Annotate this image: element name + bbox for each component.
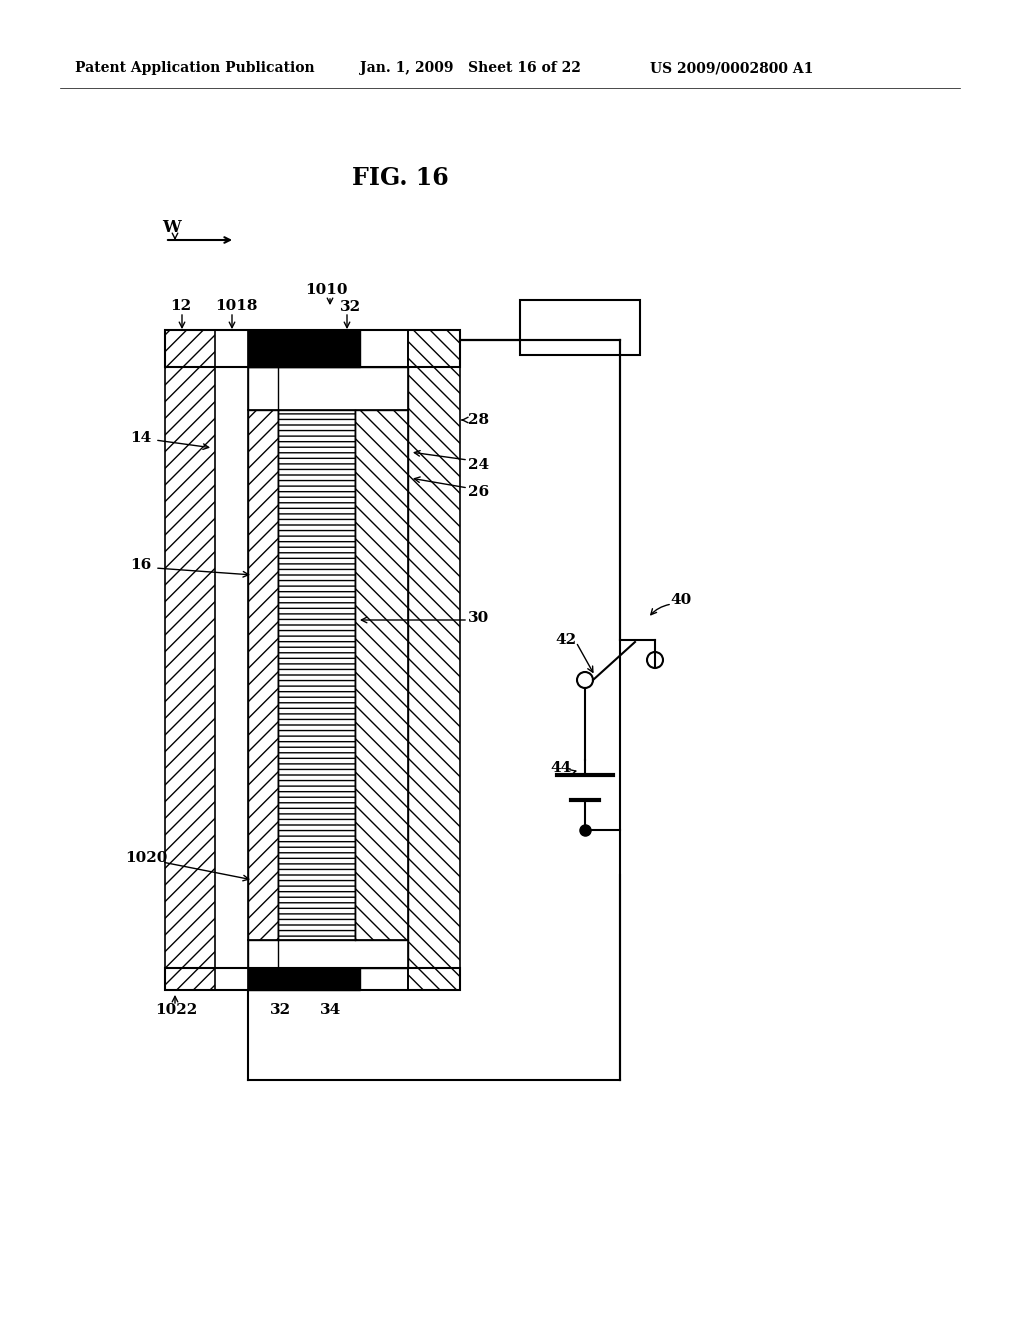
Text: 1020: 1020 bbox=[125, 851, 167, 865]
Bar bbox=[248, 330, 360, 367]
Text: 40: 40 bbox=[670, 593, 691, 607]
Bar bbox=[355, 411, 408, 940]
Bar bbox=[248, 411, 278, 940]
Text: 28: 28 bbox=[468, 413, 489, 426]
Bar bbox=[248, 940, 408, 968]
Bar bbox=[165, 968, 460, 990]
Text: 44: 44 bbox=[550, 762, 571, 775]
Text: Patent Application Publication: Patent Application Publication bbox=[75, 61, 314, 75]
Text: 16: 16 bbox=[130, 558, 152, 572]
Bar bbox=[278, 411, 355, 940]
Text: 1022: 1022 bbox=[155, 1003, 198, 1016]
Text: W: W bbox=[162, 219, 181, 236]
Text: 1018: 1018 bbox=[215, 300, 257, 313]
Text: 26: 26 bbox=[468, 484, 489, 499]
Bar bbox=[248, 968, 360, 990]
Text: 12: 12 bbox=[170, 300, 191, 313]
Text: 32: 32 bbox=[270, 1003, 291, 1016]
Text: 42: 42 bbox=[555, 634, 577, 647]
Bar bbox=[248, 367, 408, 411]
Text: 32: 32 bbox=[340, 300, 361, 314]
Text: 34: 34 bbox=[319, 1003, 341, 1016]
Text: 24: 24 bbox=[468, 458, 489, 473]
Bar bbox=[408, 330, 460, 990]
Text: 1010: 1010 bbox=[305, 282, 347, 297]
Text: 30: 30 bbox=[468, 611, 489, 624]
Text: FIG. 16: FIG. 16 bbox=[351, 166, 449, 190]
Bar bbox=[165, 330, 460, 367]
Bar bbox=[520, 300, 640, 355]
Text: 14: 14 bbox=[130, 432, 152, 445]
Text: US 2009/0002800 A1: US 2009/0002800 A1 bbox=[650, 61, 813, 75]
Bar bbox=[165, 330, 215, 990]
Text: Jan. 1, 2009   Sheet 16 of 22: Jan. 1, 2009 Sheet 16 of 22 bbox=[360, 61, 581, 75]
